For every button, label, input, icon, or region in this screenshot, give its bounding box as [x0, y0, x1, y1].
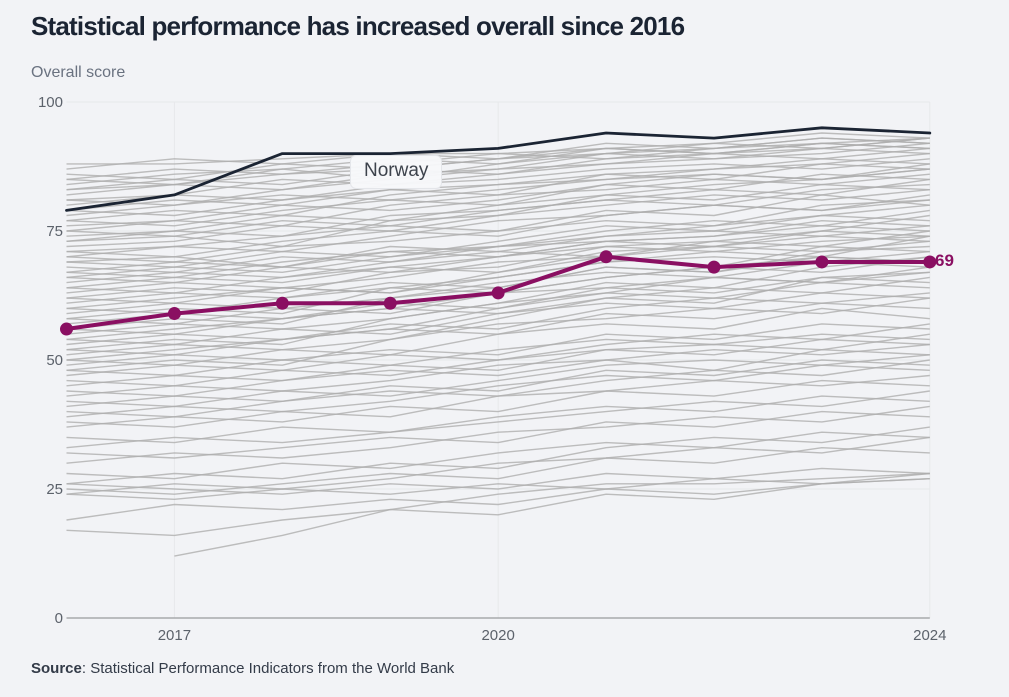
source-note: Source: Statistical Performance Indicato… — [31, 660, 454, 677]
y-tick-label: 50 — [46, 352, 63, 369]
background-country-line — [66, 199, 930, 258]
norway-line — [65, 126, 932, 212]
background-country-line — [66, 292, 930, 346]
y-tick-label: 75 — [46, 223, 63, 240]
background-country-line — [66, 137, 930, 186]
background-country-line — [174, 472, 930, 557]
background-countries-lines — [66, 132, 930, 557]
y-axis-title: Overall score — [31, 64, 126, 81]
background-country-line — [66, 364, 930, 418]
source-label: Source — [31, 660, 82, 677]
background-country-line — [66, 163, 930, 227]
background-country-line — [66, 256, 930, 351]
highlight-point-marker — [275, 296, 289, 310]
background-country-line — [66, 478, 930, 537]
highlight-point-marker — [707, 260, 721, 274]
background-country-line — [66, 349, 930, 397]
background-country-line — [66, 379, 930, 428]
y-tick-label: 25 — [46, 481, 63, 498]
background-country-line — [66, 235, 930, 310]
highlight-end-value-label: 69 — [935, 251, 954, 270]
background-country-line — [66, 478, 930, 521]
source-text: : Statistical Performance Indicators fro… — [81, 660, 455, 677]
y-tick-label: 100 — [38, 94, 63, 111]
highlight-point-marker — [491, 286, 505, 300]
background-country-line — [66, 183, 930, 248]
background-country-line — [66, 307, 930, 366]
highlight-point-marker — [383, 296, 397, 310]
background-country-line — [66, 343, 930, 397]
background-country-line — [66, 426, 930, 485]
y-tick-label: 0 — [55, 610, 63, 627]
background-country-line — [66, 266, 930, 361]
background-country-line — [66, 152, 930, 222]
norway-series-label: Norway — [350, 155, 443, 189]
background-country-line — [66, 338, 930, 387]
background-country-line — [66, 390, 930, 449]
background-country-line — [66, 137, 930, 206]
background-country-line — [66, 472, 930, 500]
background-country-line — [66, 359, 930, 408]
highlight-series — [60, 250, 937, 336]
x-tick-label: 2020 — [481, 627, 514, 644]
background-country-line — [66, 142, 930, 201]
highlight-point-marker — [599, 250, 613, 264]
background-country-line — [66, 214, 930, 299]
background-country-line — [66, 163, 930, 212]
highlight-point-marker — [167, 307, 181, 321]
highlight-point-marker — [60, 322, 73, 336]
background-country-line — [66, 173, 930, 227]
background-country-line — [66, 204, 930, 279]
background-country-line — [66, 431, 930, 480]
background-country-line — [66, 261, 930, 315]
x-tick-label: 2017 — [158, 627, 191, 644]
x-tick-label: 2024 — [913, 627, 946, 644]
background-country-line — [66, 333, 930, 387]
highlight-point-marker — [923, 255, 937, 269]
background-country-line — [66, 178, 930, 237]
background-country-line — [66, 374, 930, 428]
background-country-line — [66, 395, 930, 444]
background-country-line — [66, 405, 930, 464]
background-country-line — [66, 230, 930, 284]
norway-series — [65, 126, 932, 212]
background-country-line — [66, 142, 930, 181]
background-country-line — [66, 214, 930, 268]
background-country-line — [66, 199, 930, 263]
background-country-line — [66, 158, 930, 206]
background-country-line — [66, 354, 930, 408]
axis-tick-labels: 0 25 50 75 100 2017 2020 2024 — [38, 94, 947, 644]
background-country-line — [66, 271, 930, 371]
background-country-line — [66, 323, 930, 366]
background-country-line — [66, 467, 930, 495]
background-country-line — [66, 292, 930, 346]
background-country-line — [66, 245, 930, 294]
background-country-line — [66, 436, 930, 495]
chart-title: Statistical performance has increased ov… — [31, 11, 685, 41]
background-country-line — [66, 220, 930, 289]
highlight-point-marker — [815, 255, 829, 269]
